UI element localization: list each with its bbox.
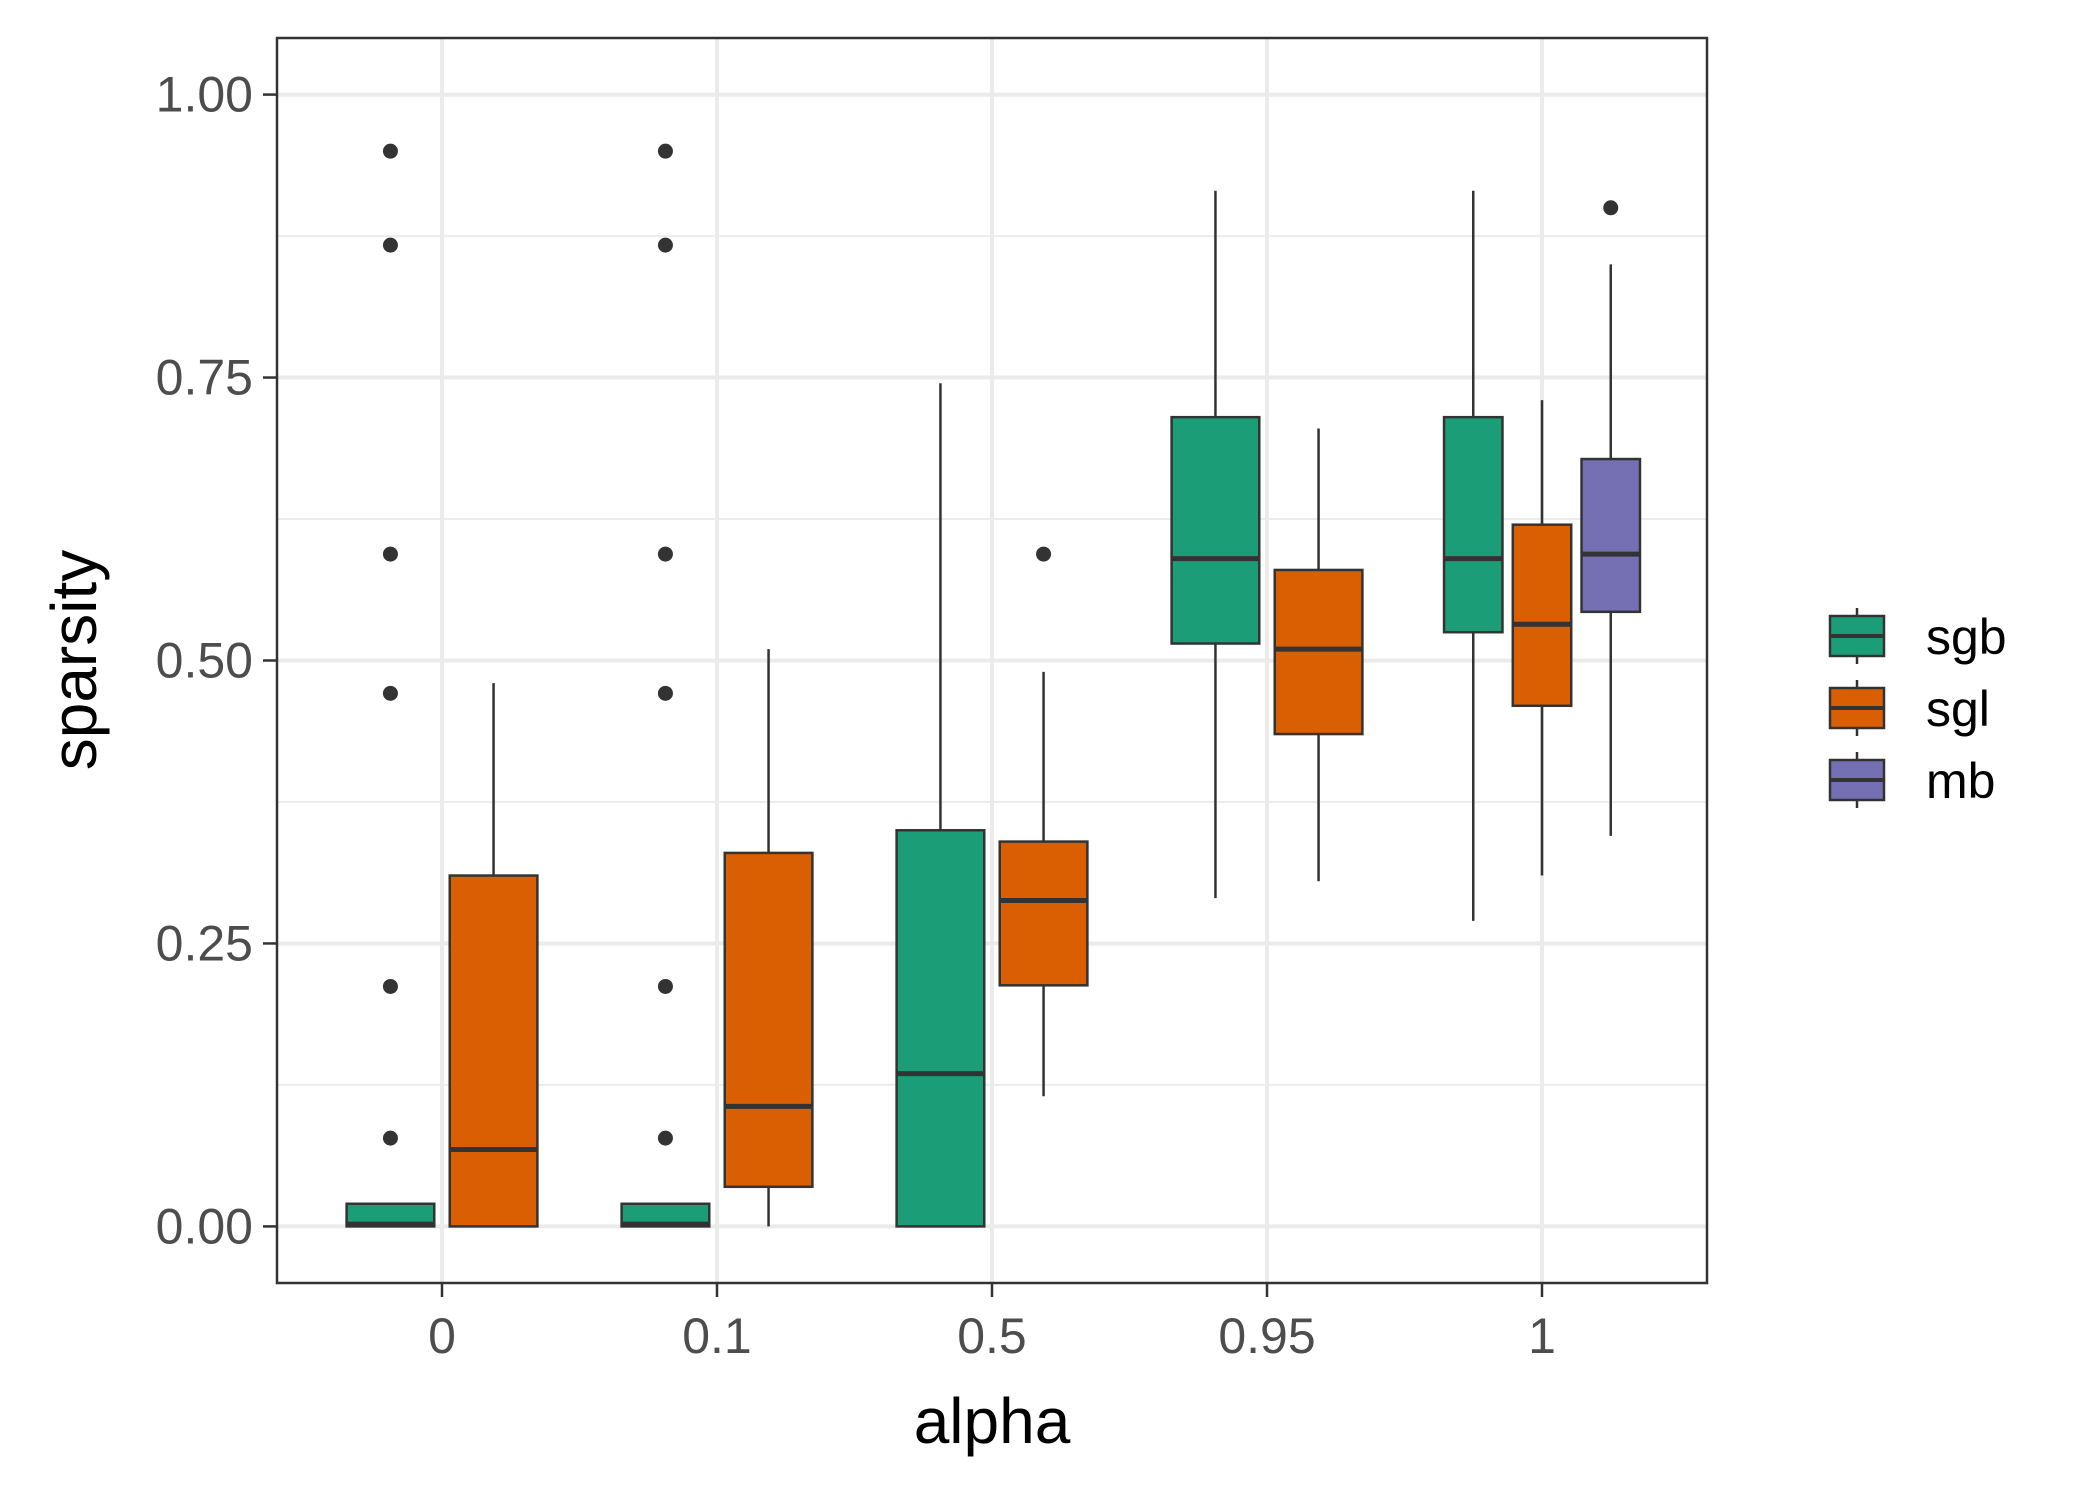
box-sgl-1 — [1511, 400, 1573, 876]
box-sgb-1 — [1442, 190, 1504, 921]
box-sgb-0.5 — [895, 383, 986, 1228]
outlier-point — [657, 978, 673, 994]
legend-item-sgl: sgl — [1828, 680, 1990, 737]
legend-label: mb — [1926, 753, 1995, 809]
legend-item-mb: mb — [1828, 752, 1995, 809]
legend-label: sgb — [1926, 609, 2007, 665]
outlier-point — [382, 978, 398, 994]
box-sgl-0 — [448, 683, 539, 1228]
x-tick-label: 1 — [1528, 1308, 1556, 1364]
y-axis-title: sparsity — [38, 550, 110, 771]
legend-label: sgl — [1926, 681, 1990, 737]
y-axis: 0.00 0.25 0.50 0.75 1.00 — [156, 67, 277, 1254]
box-iqr — [1273, 568, 1364, 736]
y-tick-label: 1.00 — [156, 67, 253, 123]
x-tick-label: 0.1 — [682, 1308, 752, 1364]
x-axis-title: alpha — [914, 1385, 1071, 1457]
box-sgl-0.95 — [1273, 428, 1364, 882]
box-iqr — [998, 840, 1089, 987]
outlier-point — [1036, 546, 1052, 562]
box-iqr — [1170, 415, 1261, 645]
outlier-point — [382, 237, 398, 253]
box-iqr — [895, 829, 986, 1228]
box-mb-1 — [1580, 200, 1642, 836]
outlier-point — [657, 685, 673, 701]
box-iqr — [1442, 415, 1504, 634]
box-sgb-0 — [345, 143, 436, 1228]
outlier-point — [382, 546, 398, 562]
box-iqr — [723, 851, 814, 1189]
y-tick-label: 0.75 — [156, 350, 253, 406]
outlier-point — [657, 143, 673, 159]
outlier-point — [382, 143, 398, 159]
outlier-point — [382, 1130, 398, 1146]
outlier-point — [657, 546, 673, 562]
box-sgl-0.1 — [723, 649, 814, 1227]
box-iqr — [1580, 457, 1642, 614]
outlier-point — [657, 1130, 673, 1146]
box-sgb-0.95 — [1170, 190, 1261, 899]
y-tick-label: 0.50 — [156, 633, 253, 689]
legend-item-sgb: sgb — [1828, 608, 2007, 665]
x-axis: 0 0.1 0.5 0.95 1 — [428, 1283, 1556, 1364]
y-tick-label: 0.25 — [156, 915, 253, 971]
outlier-point — [382, 685, 398, 701]
box-sgb-0.1 — [620, 143, 711, 1228]
box-sgl-0.5 — [998, 546, 1089, 1097]
outlier-point — [657, 237, 673, 253]
outlier-point — [1603, 200, 1619, 216]
x-tick-label: 0.5 — [957, 1308, 1027, 1364]
y-tick-label: 0.00 — [156, 1198, 253, 1254]
box-iqr — [1511, 523, 1573, 708]
x-tick-label: 0 — [428, 1308, 456, 1364]
legend: sgb sgl mb — [1828, 608, 2007, 809]
box-plots — [345, 143, 1642, 1228]
x-tick-label: 0.95 — [1218, 1308, 1315, 1364]
box-iqr — [448, 874, 539, 1228]
